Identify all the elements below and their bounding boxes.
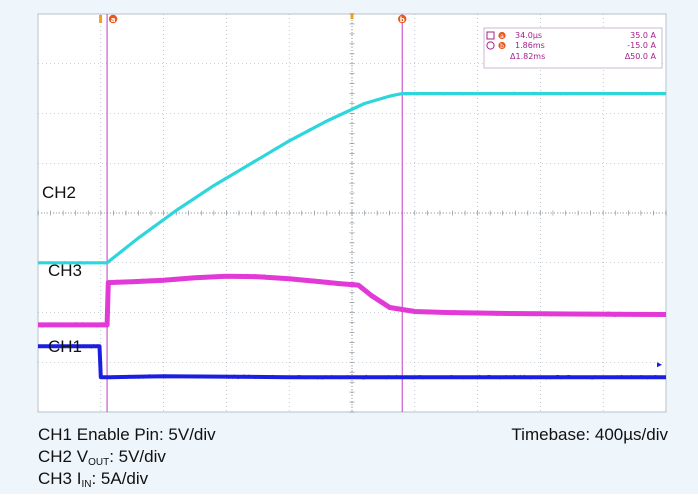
caption-ch1-text: CH1 Enable Pin: 5V/div bbox=[38, 425, 216, 444]
trigger-marker-icon bbox=[99, 15, 103, 23]
cursor-b-tag-label: b bbox=[400, 16, 405, 24]
meas-mark-b: b bbox=[500, 43, 504, 50]
cursor-b-tag-icon bbox=[498, 41, 506, 50]
grid bbox=[37, 13, 667, 413]
center-time-marker-icon bbox=[350, 13, 354, 19]
meas-b-time: 1.86ms bbox=[515, 41, 545, 50]
meas-a-value: 35.0 A bbox=[630, 31, 656, 40]
meas-mark-a: a bbox=[500, 33, 504, 40]
channel-label-ch2: CH2 bbox=[42, 183, 76, 202]
caption-ch3-sub: IN bbox=[81, 479, 92, 490]
channel-label-ch3: CH3 bbox=[48, 261, 82, 280]
channel-arrow-icon bbox=[657, 362, 662, 368]
trace-ch3 bbox=[38, 273, 667, 328]
channel-labels: CH2 CH3 CH1 bbox=[42, 183, 82, 356]
caption-ch3-suffix: : 5A/div bbox=[91, 469, 149, 488]
caption-ch2-suffix: : 5V/div bbox=[109, 447, 166, 466]
caption-ch2: CH2 VOUT: 5V/div bbox=[38, 447, 166, 473]
cursor-b-tag-icon bbox=[398, 14, 407, 24]
caption-ch2-prefix: CH2 V bbox=[38, 447, 89, 466]
meas-delta-time: Δ1.82ms bbox=[510, 52, 545, 61]
cursor-a-tag-label: a bbox=[111, 16, 116, 24]
caption-timebase: Timebase: 400µs/div bbox=[511, 425, 668, 445]
cursor-a-tag-icon bbox=[498, 31, 506, 40]
measurement-readout: a b 34.0µs 35.0 A 1.86ms -15.0 A Δ1.82ms… bbox=[483, 27, 663, 69]
traces bbox=[37, 91, 667, 380]
caption-ch2-sub: OUT bbox=[88, 457, 110, 468]
trace-noise-ch2 bbox=[37, 91, 665, 265]
channel-label-ch1: CH1 bbox=[48, 337, 82, 356]
caption-timebase-text: Timebase: 400µs/div bbox=[511, 425, 668, 444]
circle-marker-icon bbox=[486, 41, 495, 50]
trace-noise-ch3 bbox=[37, 273, 665, 328]
trace-noise-ch1 bbox=[37, 343, 664, 380]
meas-a-time: 34.0µs bbox=[515, 31, 542, 40]
meas-delta-value: Δ50.0 A bbox=[625, 52, 657, 61]
cursor-a-tag-icon bbox=[108, 14, 118, 24]
caption-ch1: CH1 Enable Pin: 5V/div bbox=[38, 425, 216, 445]
square-marker-icon bbox=[486, 31, 495, 40]
caption-ch3: CH3 IIN: 5A/div bbox=[38, 469, 148, 495]
caption-ch3-prefix: CH3 I bbox=[38, 469, 82, 488]
meas-b-value: -15.0 A bbox=[627, 41, 656, 50]
